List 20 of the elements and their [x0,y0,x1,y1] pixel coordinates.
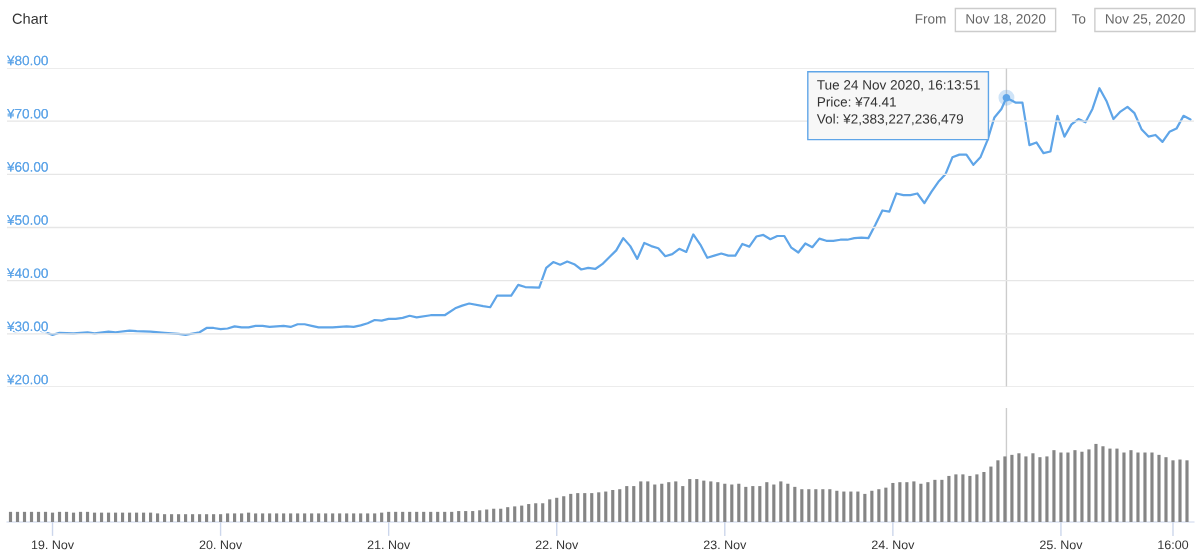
y-tick-label: ¥60.00 [6,162,48,172]
annotation: Tue 24 Nov 2020, 16:13:51 Price: ¥74.41 Vol: ¥2,383,227,236,479 [816,80,980,126]
text: Nov 18, 2020 [966,14,1046,26]
y-tick-label: ¥40.00 [6,268,48,278]
x-tick-label: 19. Nov [31,540,75,550]
x-tick-label: 22. Nov [535,540,579,550]
x-tick-label: 25. Nov [1040,540,1083,550]
text: To [1071,14,1086,24]
text: Nov 25, 2020 [1105,14,1185,26]
y-tick-label: ¥50.00 [6,215,48,225]
text: From [915,14,946,24]
y-tick-label: ¥70.00 [6,108,48,119]
y-tick-label: ¥20.00 [6,374,48,385]
x-tick-label: 23. Nov [703,540,747,550]
x-tick-label: 24. Nov [871,540,915,550]
y-tick-label: ¥80.00 [6,55,48,66]
x-tick-label: 20. Nov [199,540,243,550]
x-tick-label: 21. Nov [367,540,411,550]
x-tick-label: 16:00 [1158,540,1189,550]
chart-title: Chart [12,13,48,24]
